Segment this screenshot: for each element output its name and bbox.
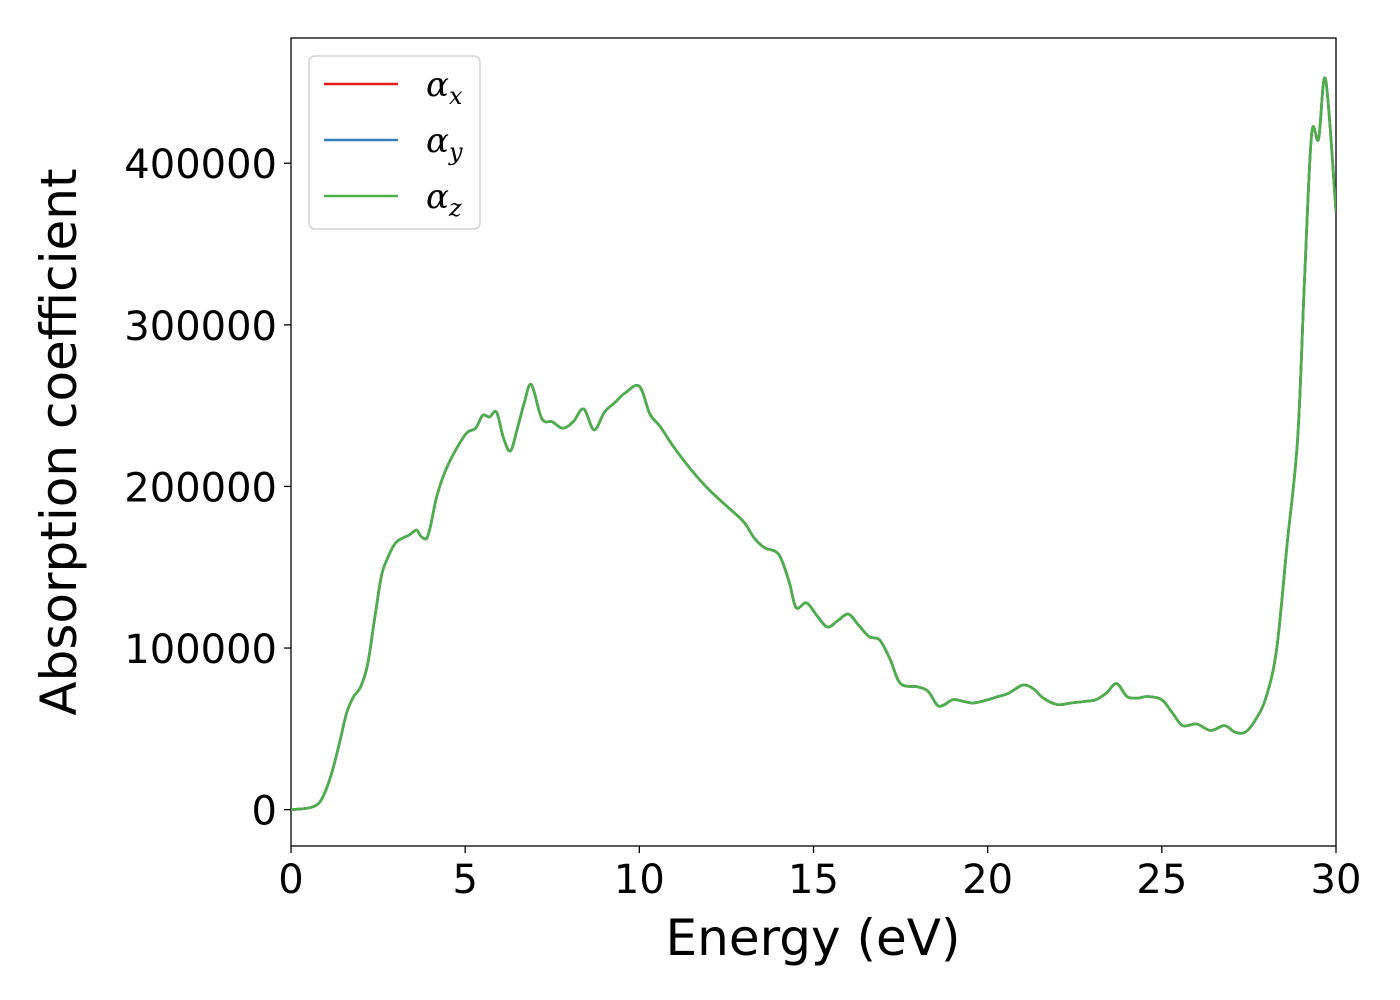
y-tick-label: 200000 [124,465,277,511]
x-tick-label: 15 [788,857,839,903]
legend-label: αx [426,65,463,110]
legend-label: αz [426,177,462,222]
legend-subscript: y [448,138,463,166]
y-axis-ticks: 0 100000 200000 300000 400000 [124,142,291,835]
series-line-3 [291,76,1336,811]
x-axis-label: Energy (eV) [666,909,961,967]
y-tick-label: 100000 [124,627,277,673]
y-tick-label: 300000 [124,304,277,350]
x-axis-ticks: 0 5 10 15 20 25 30 [278,846,1361,903]
x-tick-label: 0 [278,857,303,903]
legend-subscript: z [448,194,462,222]
series-lines [291,76,1336,811]
legend-symbol: α [426,177,449,217]
x-tick-label: 25 [1136,857,1187,903]
legend-box [308,55,481,230]
legend-symbol: α [426,65,449,105]
y-tick-label: 0 [252,789,277,835]
x-tick-label: 5 [452,857,477,903]
x-tick-label: 20 [962,857,1013,903]
y-axis-label: Absorption coefficient [30,168,88,715]
legend-subscript: x [449,82,463,110]
legend-label: αy [426,121,463,166]
legend-symbol: α [426,121,449,161]
y-tick-label: 400000 [124,142,277,188]
x-tick-label: 30 [1311,857,1362,903]
x-tick-label: 10 [614,857,665,903]
